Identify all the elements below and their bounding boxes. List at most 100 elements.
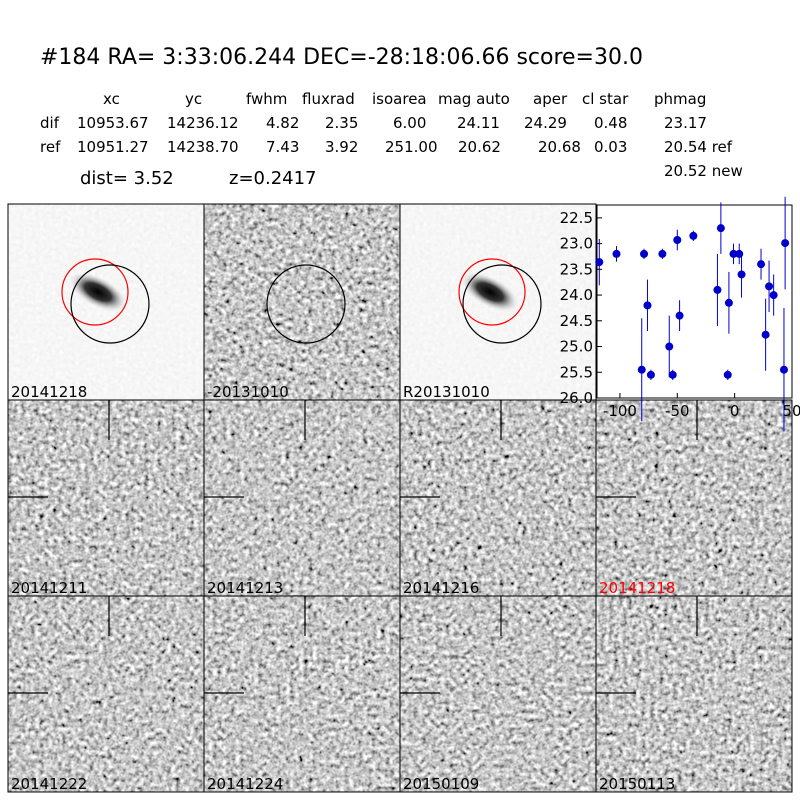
redshift: z=0.2417 [229,168,317,189]
image-noise [8,596,204,792]
point [668,370,677,379]
y-tick-label: 26.0 [560,389,593,407]
red-circle [61,258,129,326]
y-tick-label: 22.5 [560,209,593,227]
panel-label: 20150113 [599,775,675,793]
image-noise [596,400,792,596]
cell: 24.11 [457,114,500,132]
measurement-table: xc yc fwhm fluxrad isoarea mag auto aper cl sta… [40,90,733,156]
column-header: yc [185,90,202,108]
phmag-note: 20.52 new [664,162,743,180]
point [673,235,682,244]
image-noise [400,596,596,792]
black-circle [70,264,150,344]
cell: 20.62 [458,138,501,156]
image-panel: 20141222 [7,595,205,793]
point [765,282,774,291]
point [769,291,778,300]
x-tick-label: 0 [730,402,740,420]
row-label: dif [40,114,60,132]
column-header: aper [533,90,568,108]
point [723,370,732,379]
point [646,370,655,379]
panel-label: R20131010 [403,383,490,401]
y-tick-label: 23.0 [560,235,593,253]
cell: 251.00 [385,138,438,156]
point [640,249,649,258]
column-header: xc [103,90,120,108]
point [643,301,652,310]
point [675,311,684,320]
y-tick-label: 24.0 [560,286,593,304]
point [612,249,621,258]
image-grid: 20141218 -20131010 R20131010 20141211 201412… [7,203,793,793]
dist: dist= 3.52 [80,168,174,189]
point [779,365,788,374]
panel-label: 20141211 [11,579,87,597]
y-tick-label: 25.0 [560,338,593,356]
cell: 6.00 [393,114,426,132]
galaxy [460,271,520,313]
cell: 10953.67 [77,114,149,132]
point [735,249,744,258]
image-panel: -20131010 [203,203,401,401]
point [761,330,770,339]
cell: 3.92 [325,138,358,156]
column-header: fwhm [246,90,287,108]
cell: 4.82 [266,114,299,132]
title: #184 RA= 3:33:06.244 DEC=-28:18:06.66 sc… [40,45,643,70]
image-panel: 20150113 [595,595,793,793]
point [658,249,667,258]
cell: 14238.70 [167,138,239,156]
column-header: isoarea [372,90,427,108]
panel-label: 20141218 [11,383,87,401]
cell: 20.68 [538,138,581,156]
column-header: mag auto [438,90,510,108]
cell: 14236.12 [167,114,239,132]
cell: 0.03 [594,138,627,156]
cell: 0.48 [594,114,627,132]
panel-border [595,595,793,793]
image-noise [8,400,204,596]
point [637,365,646,374]
cell: 7.43 [266,138,299,156]
image-panel: 20141211 [7,399,205,597]
point [757,260,766,269]
panel-label: -20131010 [207,383,289,401]
column-header: cl star [582,90,629,108]
cell: 10951.27 [77,138,149,156]
panel-label: 20141222 [11,775,87,793]
image-noise [204,204,400,400]
y-tick-label: 25.5 [560,363,593,381]
image-panel: 20141216 [399,399,597,597]
point [729,249,738,258]
point [781,239,790,248]
point [713,285,722,294]
cell: 20.54 ref [664,138,733,156]
cell: 23.17 [664,114,707,132]
light-curve: 22.5 23.0 23.5 24.0 24.5 25.0 25.5 26.0 -100 -50 0… [560,196,800,432]
x-tick-label: -100 [603,402,637,420]
point [665,342,674,351]
column-header: phmag [654,90,706,108]
x-tick-label: -50 [665,402,690,420]
point [595,258,604,267]
image-panel: 20141224 [203,595,401,793]
panel-label: 20150109 [403,775,479,793]
image-noise [596,596,792,792]
image-noise [400,400,596,596]
point [737,270,746,279]
black-circle [266,264,346,344]
image-panel: 20141218 [7,203,205,401]
cell: 24.29 [524,114,567,132]
y-tick-label: 24.5 [560,312,593,330]
y-tick-label: 23.5 [560,260,593,278]
column-header: fluxrad [302,90,355,108]
panel-label: 20141218 [599,579,675,597]
image-panel: 20141213 [203,399,401,597]
black-circle [462,264,542,344]
galaxy [68,271,128,313]
point [716,224,725,233]
point [689,231,698,240]
